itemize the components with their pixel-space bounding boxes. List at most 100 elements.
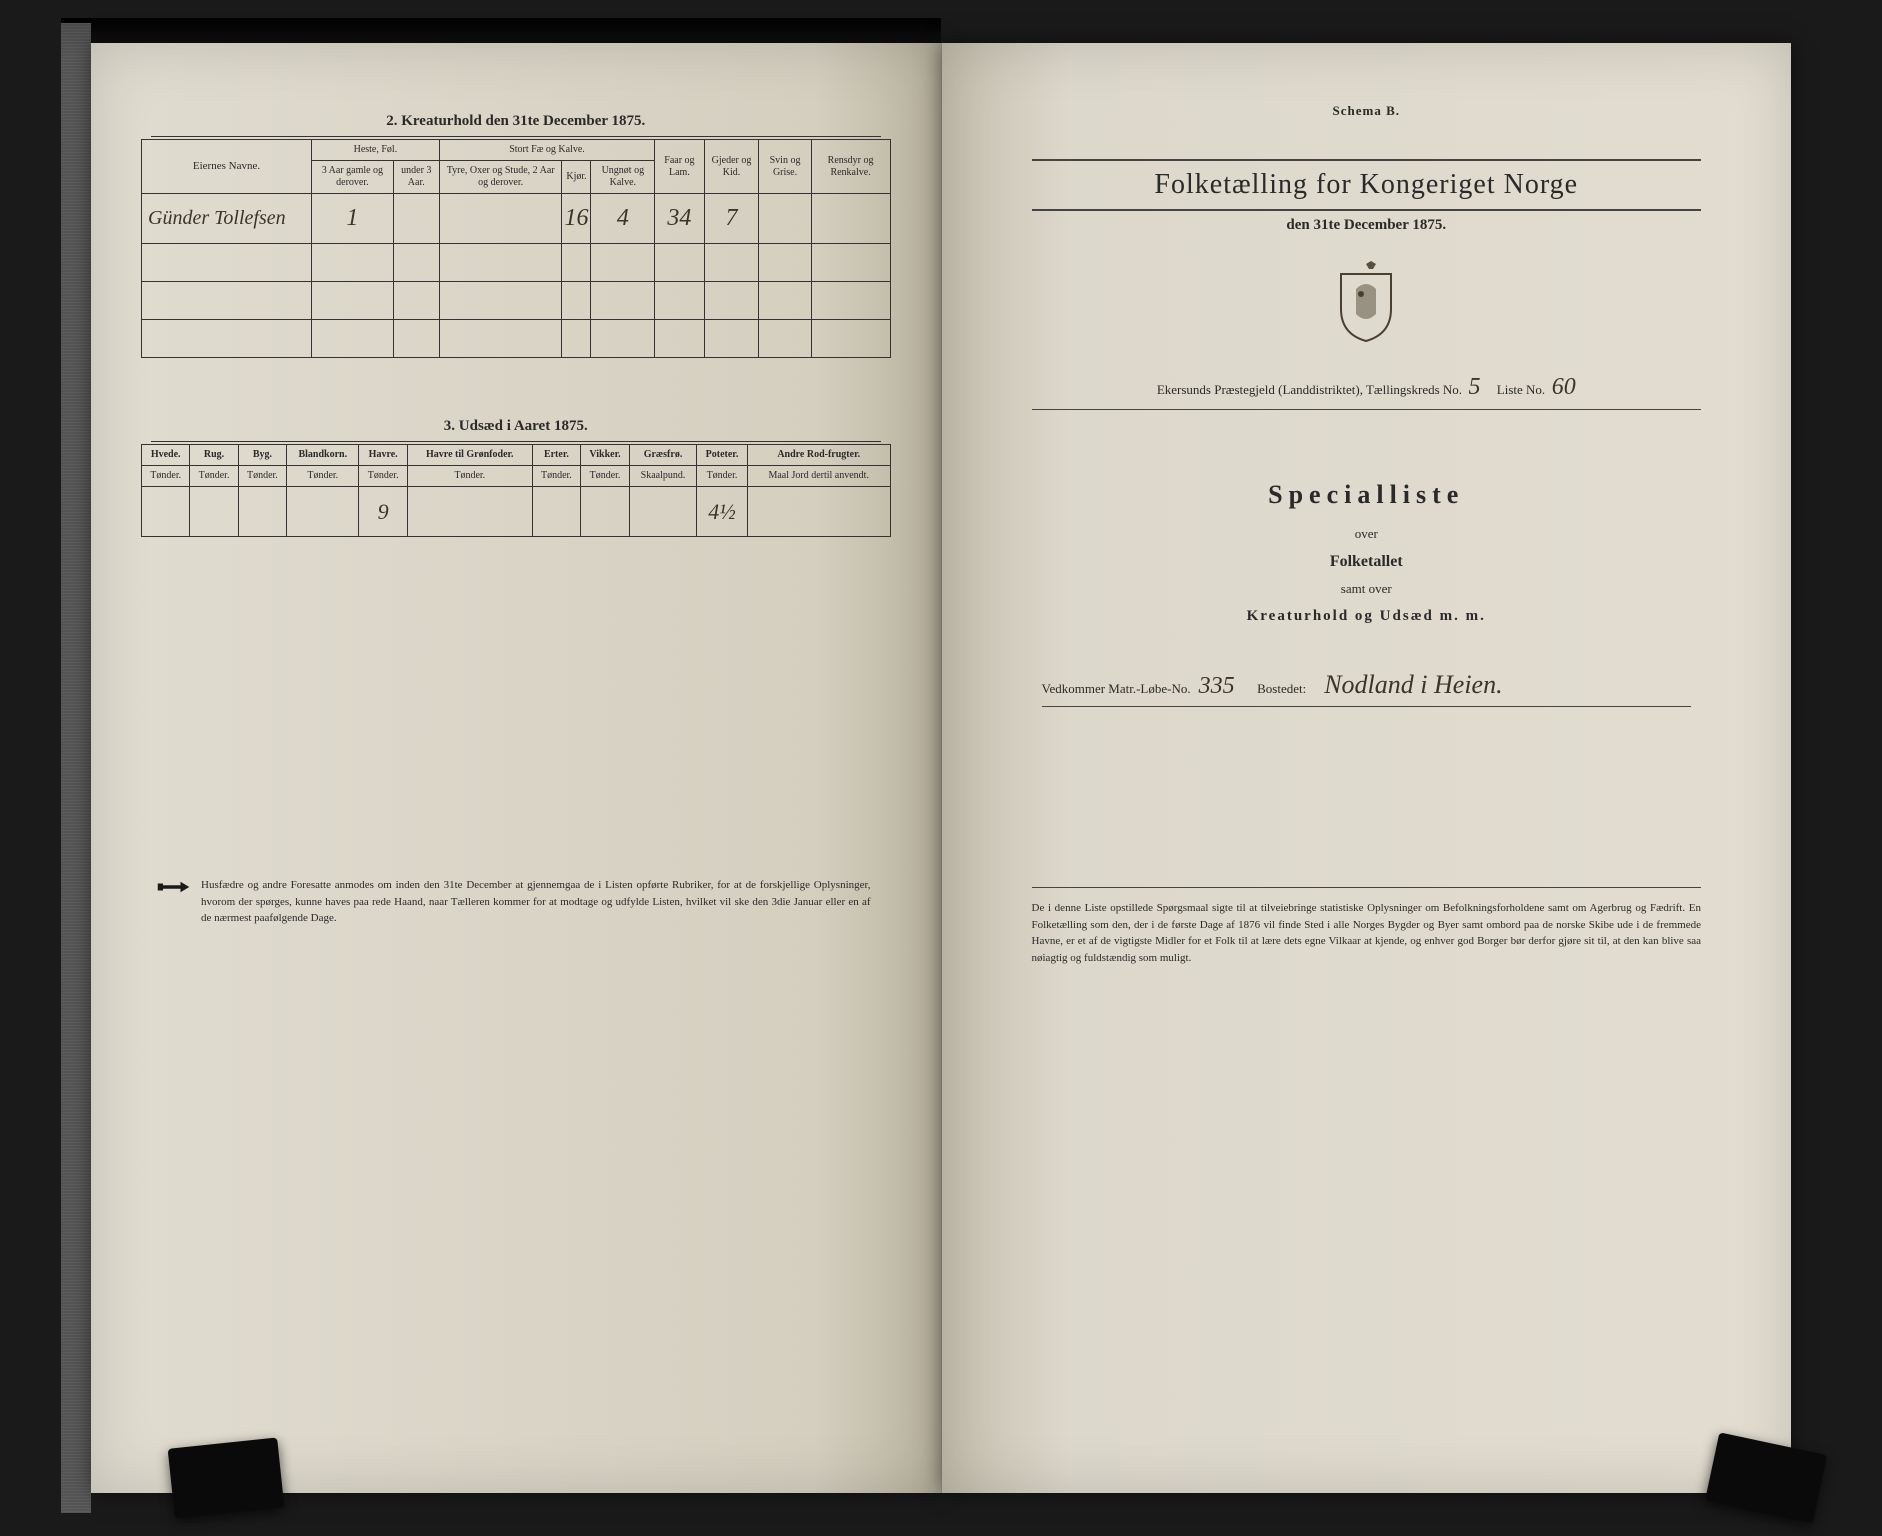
cell <box>704 244 759 282</box>
kreaturhold-line: Kreaturhold og Udsæd m. m. <box>1247 608 1486 624</box>
th-col: Havre. <box>359 445 407 466</box>
cell <box>562 244 591 282</box>
cell <box>581 487 630 537</box>
th-col: Blandkorn. <box>287 445 359 466</box>
table2-title: 2. Kreaturhold den 31te December 1875. <box>141 113 891 130</box>
archive-clip <box>168 1437 285 1518</box>
cell <box>704 282 759 320</box>
matr-label: Vedkommer Matr.-Løbe-No. <box>1042 681 1191 697</box>
samt-over: samt over <box>1341 581 1392 596</box>
cell <box>393 244 439 282</box>
table2-body: Günder Tollefsen 1 16 4 34 7 <box>142 194 891 358</box>
cell <box>532 487 580 537</box>
cell <box>759 194 811 244</box>
cell: 34 <box>655 194 705 244</box>
th-unit: Tønder. <box>190 466 238 487</box>
th-col: Andre Rod-frugter. <box>747 445 890 466</box>
th-unit: Tønder. <box>532 466 580 487</box>
cell <box>562 320 591 358</box>
cell <box>287 487 359 537</box>
over: over <box>1355 526 1378 541</box>
th-faar: Faar og Lam. <box>655 140 705 194</box>
table3-headrow2: Tønder.Tønder.Tønder.Tønder.Tønder.Tønde… <box>142 466 891 487</box>
cell: 16 <box>562 194 591 244</box>
footnote-text: Husfædre og andre Foresatte anmodes om i… <box>201 879 871 924</box>
cell <box>811 320 890 358</box>
th-col: Havre til Grønfoder. <box>407 445 532 466</box>
th-col: Erter. <box>532 445 580 466</box>
pointing-hand-icon <box>156 877 191 897</box>
cell <box>393 194 439 244</box>
cell <box>312 244 394 282</box>
th-f1: Tyre, Oxer og Stude, 2 Aar og derover. <box>439 161 562 194</box>
th-f2: Kjør. <box>562 161 591 194</box>
cell <box>142 487 190 537</box>
th-ren: Rensdyr og Renkalve. <box>811 140 890 194</box>
cell <box>655 320 705 358</box>
coat-of-arms-icon <box>1331 259 1401 344</box>
th-svin: Svin og Grise. <box>759 140 811 194</box>
table3-title: 3. Udsæd i Aaret 1875. <box>141 418 891 435</box>
cell: 7 <box>704 194 759 244</box>
table-udsaed: Hvede.Rug.Byg.Blandkorn.Havre.Havre til … <box>141 444 891 537</box>
district-prefix: Ekersunds Præstegjeld (Landdistriktet), … <box>1157 382 1462 397</box>
th-unit: Tønder. <box>407 466 532 487</box>
table-kreaturhold: Eiernes Navne. Heste, Føl. Stort Fæ og K… <box>141 139 891 358</box>
liste-no: 60 <box>1552 374 1576 400</box>
book-spread: 2. Kreaturhold den 31te December 1875. E… <box>91 43 1791 1493</box>
cell <box>629 487 696 537</box>
th-unit: Tønder. <box>238 466 286 487</box>
th-unit: Tønder. <box>697 466 748 487</box>
liste-label: Liste No. <box>1497 382 1545 397</box>
cell <box>759 282 811 320</box>
cell-name: Günder Tollefsen <box>142 194 312 244</box>
folketallet: Folketallet <box>1330 553 1403 570</box>
cell <box>238 487 286 537</box>
th-h1: 3 Aar gamle og derover. <box>312 161 394 194</box>
th-f3: Ungnøt og Kalve. <box>591 161 655 194</box>
matr-line: Vedkommer Matr.-Løbe-No. 335 Bostedet: N… <box>1042 670 1692 707</box>
th-col: Vikker. <box>581 445 630 466</box>
cell <box>439 244 562 282</box>
cell <box>393 282 439 320</box>
cell <box>142 282 312 320</box>
cell <box>759 320 811 358</box>
cell <box>562 282 591 320</box>
th-col: Poteter. <box>697 445 748 466</box>
th-unit: Maal Jord dertil anvendt. <box>747 466 890 487</box>
census-title: Folketælling for Kongeriget Norge <box>1032 159 1702 211</box>
cell <box>407 487 532 537</box>
matr-no: 335 <box>1199 673 1235 700</box>
specialliste-sub: over Folketallet samt over Kreaturhold o… <box>992 522 1742 630</box>
specialliste-title: Specialliste <box>992 480 1742 510</box>
th-col: Byg. <box>238 445 286 466</box>
cell <box>439 320 562 358</box>
cell <box>591 320 655 358</box>
th-heste: Heste, Føl. <box>312 140 440 161</box>
th-unit: Tønder. <box>142 466 190 487</box>
left-page: 2. Kreaturhold den 31te December 1875. E… <box>91 43 942 1493</box>
cell <box>747 487 890 537</box>
bosted-label: Bostedet: <box>1257 681 1306 697</box>
schema-label: Schema B. <box>992 103 1742 119</box>
rule <box>151 441 881 442</box>
cell <box>655 244 705 282</box>
bosted-value: Nodland i Heien. <box>1314 670 1691 700</box>
cell <box>142 320 312 358</box>
cell <box>655 282 705 320</box>
table-row <box>142 282 891 320</box>
table-row: 9 4½ <box>142 487 891 537</box>
left-footnote: Husfædre og andre Foresatte anmodes om i… <box>201 877 871 927</box>
th-unit: Tønder. <box>359 466 407 487</box>
census-date: den 31te December 1875. <box>992 217 1742 234</box>
th-h2: under 3 Aar. <box>393 161 439 194</box>
cell <box>759 244 811 282</box>
cell <box>811 194 890 244</box>
rule <box>151 136 881 137</box>
right-page: Schema B. Folketælling for Kongeriget No… <box>942 43 1792 1493</box>
cell <box>439 194 562 244</box>
cell-havre: 9 <box>359 487 407 537</box>
archive-clip <box>1705 1432 1827 1523</box>
th-gjed: Gjeder og Kid. <box>704 140 759 194</box>
cell <box>591 282 655 320</box>
